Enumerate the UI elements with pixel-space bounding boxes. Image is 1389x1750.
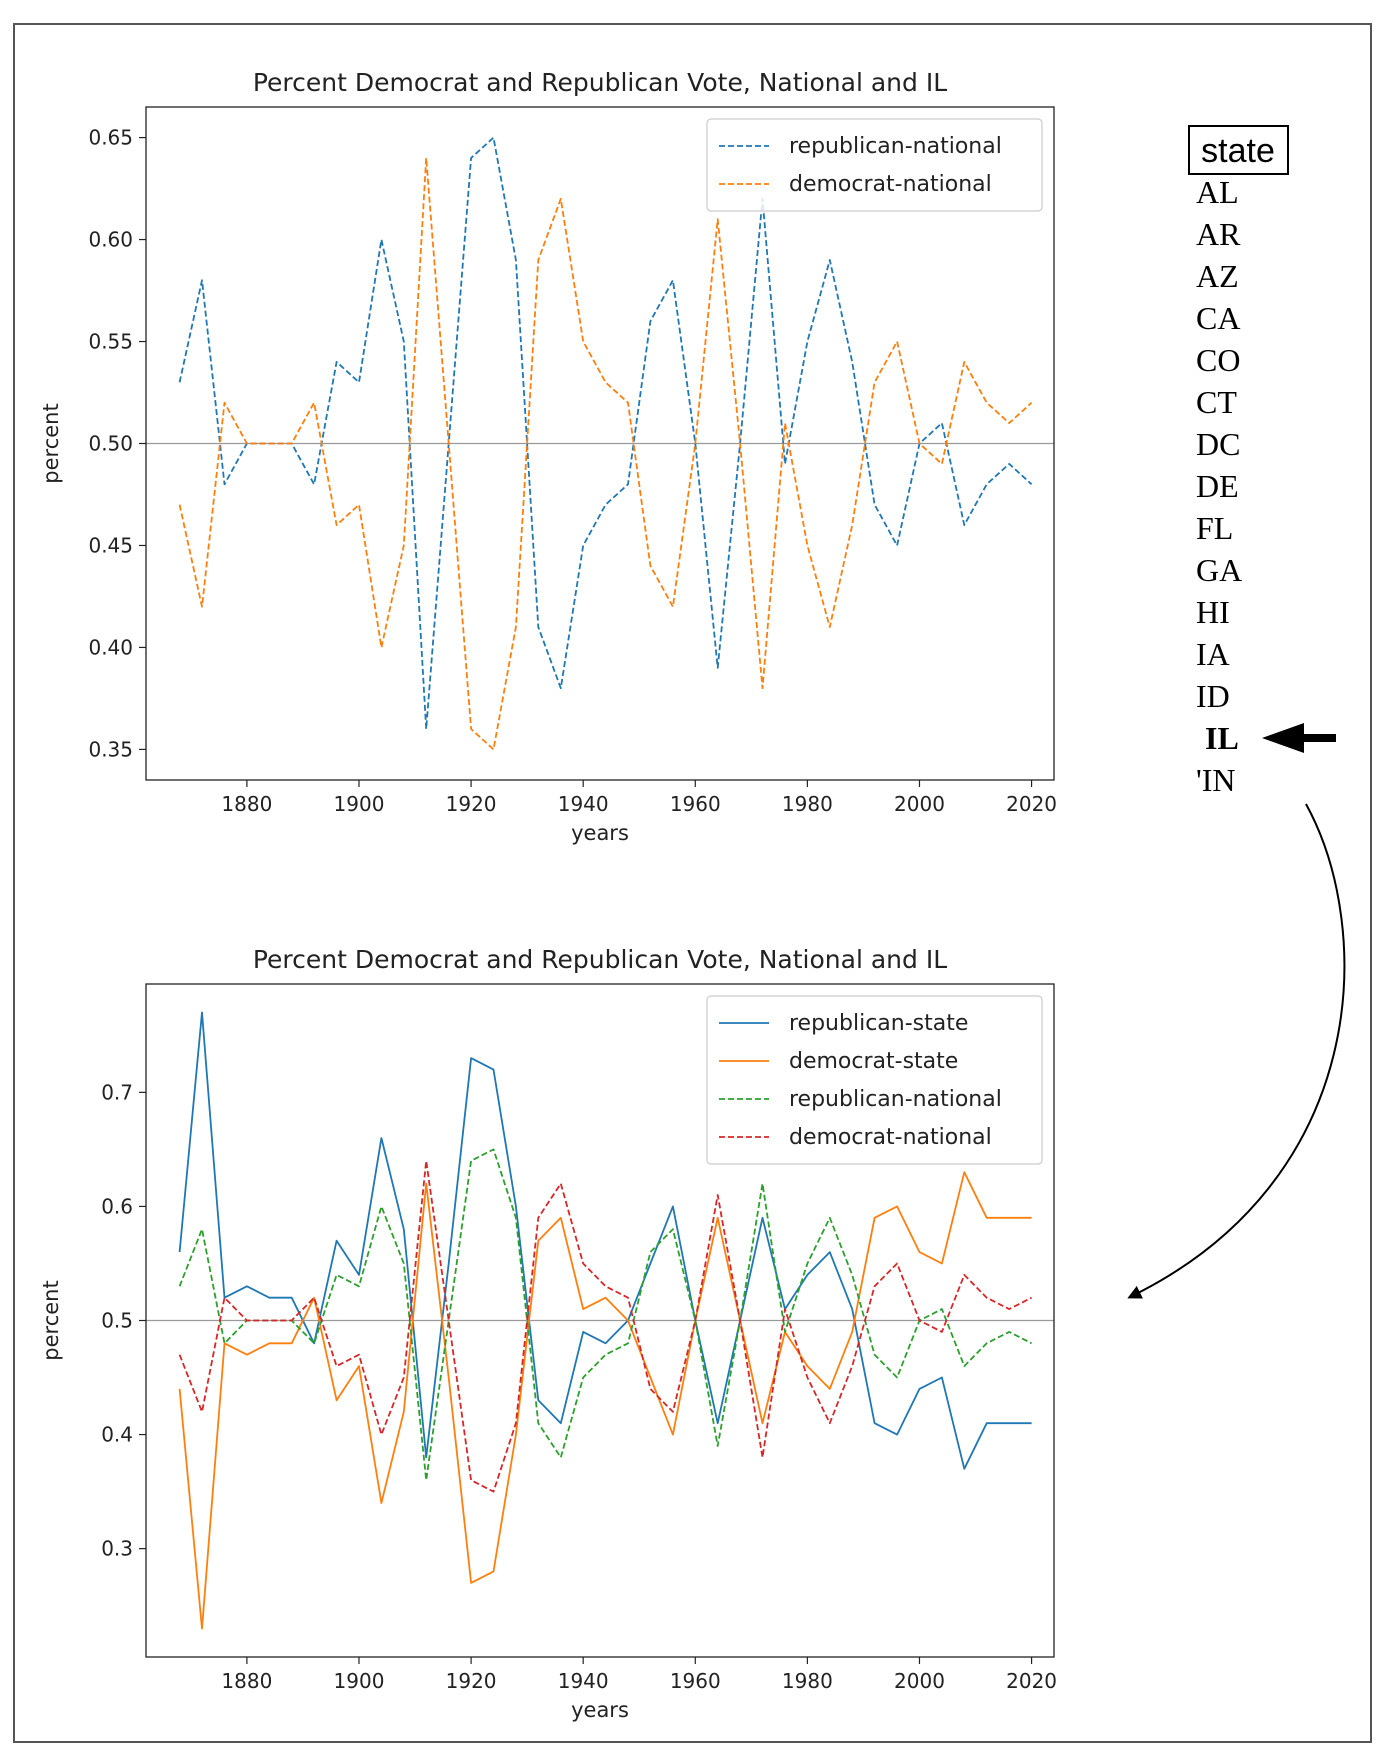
state-item-ID[interactable]: ID: [1196, 678, 1230, 714]
state-item-IL[interactable]: IL: [1205, 720, 1239, 756]
x-axis-label: years: [571, 821, 629, 845]
y-tick-label: 0.4: [101, 1423, 133, 1447]
x-tick-label: 1920: [446, 792, 497, 816]
state-item-AL[interactable]: AL: [1196, 174, 1239, 210]
legend-label-republican-state: republican-state: [789, 1011, 968, 1036]
series-line-democrat-national: [178, 1159, 1033, 1493]
y-tick-label: 0.5: [101, 1309, 133, 1333]
legend-label-republican-national: republican-national: [789, 1087, 1002, 1112]
annotations: [1127, 723, 1346, 1299]
y-tick-label: 0.45: [88, 533, 133, 557]
legend: republican-national democrat-national: [706, 118, 1043, 212]
x-tick-label: 2020: [1006, 792, 1057, 816]
legend-box: [706, 118, 1043, 212]
y-tick-label: 0.40: [88, 635, 133, 659]
state-item-HI[interactable]: HI: [1196, 594, 1230, 630]
selection-arrow-shaft: [1302, 734, 1336, 742]
state-item-IA[interactable]: IA: [1196, 636, 1230, 672]
x-tick-label: 1940: [558, 1669, 609, 1693]
state-item-DE[interactable]: DE: [1196, 468, 1239, 504]
x-tick-label: 1900: [334, 792, 385, 816]
x-tick-label: 2000: [894, 1669, 945, 1693]
curved-arrow-to-state-chart: [1127, 803, 1346, 1299]
selection-arrow-head: [1262, 723, 1304, 753]
series-line-republican-state: [178, 1011, 1032, 1470]
legend-label-democrat-state: democrat-state: [789, 1049, 958, 1074]
series-line-democrat-national: [178, 157, 1033, 751]
chart-national: Percent Democrat and Republican Vote, Na…: [39, 68, 1057, 845]
legend-label-democrat-national: democrat-national: [789, 1125, 992, 1150]
chart-title: Percent Democrat and Republican Vote, Na…: [253, 945, 947, 974]
legend-box: [706, 995, 1043, 1165]
x-tick-label: 1980: [782, 792, 833, 816]
x-tick-label: 1980: [782, 1669, 833, 1693]
y-tick-label: 0.6: [101, 1194, 133, 1218]
state-item-FL[interactable]: FL: [1196, 510, 1233, 546]
y-tick-label: 0.35: [88, 737, 133, 761]
state-item-CT[interactable]: CT: [1196, 384, 1237, 420]
legend-label-democrat-national: democrat-national: [789, 172, 992, 197]
state-item-AZ[interactable]: AZ: [1196, 258, 1239, 294]
x-tick-label: 1960: [670, 792, 721, 816]
x-axis-label: years: [571, 1698, 629, 1722]
x-tick-label: 2020: [1006, 1669, 1057, 1693]
state-item-DC[interactable]: DC: [1196, 426, 1240, 462]
y-tick-label: 0.7: [101, 1080, 133, 1104]
series-line-republican-national: [178, 1148, 1033, 1482]
chart-state-vs-national: Percent Democrat and Republican Vote, Na…: [39, 945, 1057, 1722]
state-header: state: [1201, 132, 1275, 170]
legend-label-republican-national: republican-national: [789, 134, 1002, 159]
state-item-AR[interactable]: AR: [1196, 216, 1241, 252]
state-header-box: [1188, 125, 1289, 175]
x-tick-label: 1880: [221, 792, 272, 816]
y-tick-label: 0.65: [88, 126, 133, 150]
series-line-democrat-state: [178, 1171, 1032, 1630]
y-tick-label: 0.60: [88, 228, 133, 252]
y-tick-label: 0.50: [88, 432, 133, 456]
x-tick-label: 1880: [221, 1669, 272, 1693]
chart-title: Percent Democrat and Republican Vote, Na…: [253, 68, 947, 97]
y-tick-label: 0.3: [101, 1537, 133, 1561]
state-item-CO[interactable]: CO: [1196, 342, 1240, 378]
y-axis-label: percent: [39, 403, 63, 483]
y-axis-label: percent: [39, 1280, 63, 1360]
y-tick-label: 0.55: [88, 330, 133, 354]
state-item-GA[interactable]: GA: [1196, 552, 1242, 588]
series-line-republican-national: [178, 136, 1033, 730]
state-item-CA[interactable]: CA: [1196, 300, 1240, 336]
figure-frame: [13, 23, 1372, 1743]
x-tick-label: 1940: [558, 792, 609, 816]
legend: republican-state democrat-state republican…: [706, 995, 1043, 1165]
x-tick-label: 2000: [894, 792, 945, 816]
state-item-IN[interactable]: 'IN: [1196, 762, 1236, 798]
x-tick-label: 1960: [670, 1669, 721, 1693]
x-tick-label: 1920: [446, 1669, 497, 1693]
x-tick-label: 1900: [334, 1669, 385, 1693]
state-selector-list: state AL AR AZ CA CO CT DC DE FL GA HI IA ID IL 'IN: [1188, 125, 1289, 798]
